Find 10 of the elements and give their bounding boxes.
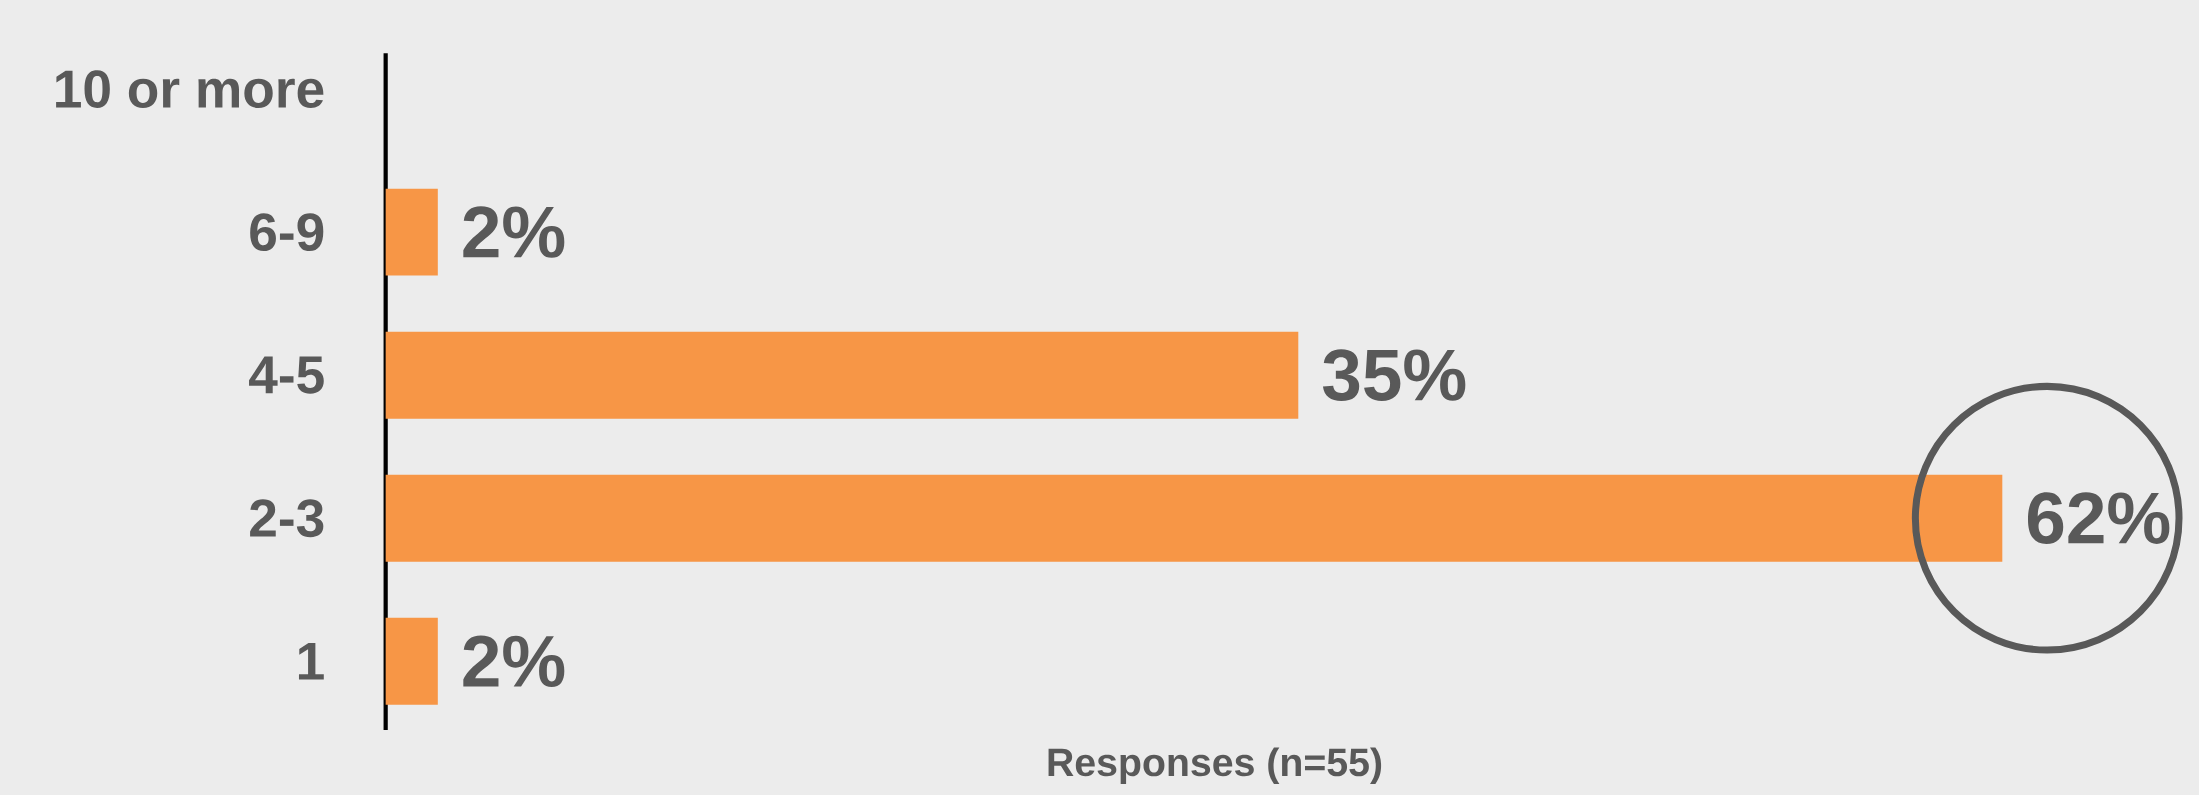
- data-label: 2%: [463, 206, 565, 258]
- data-label: 62%: [2028, 492, 2170, 544]
- data-label: 35%: [1322, 349, 1466, 401]
- x-axis-title: Responses (n=55): [1048, 747, 1382, 784]
- y-tick-label: 4-5: [249, 356, 324, 394]
- y-tick-label: 6-9: [250, 213, 324, 251]
- y-tick-label: 2-3: [250, 499, 324, 538]
- data-label: 2%: [463, 635, 565, 687]
- y-tick-label: 10 or more: [56, 70, 324, 108]
- y-tick-label: 1: [298, 642, 324, 680]
